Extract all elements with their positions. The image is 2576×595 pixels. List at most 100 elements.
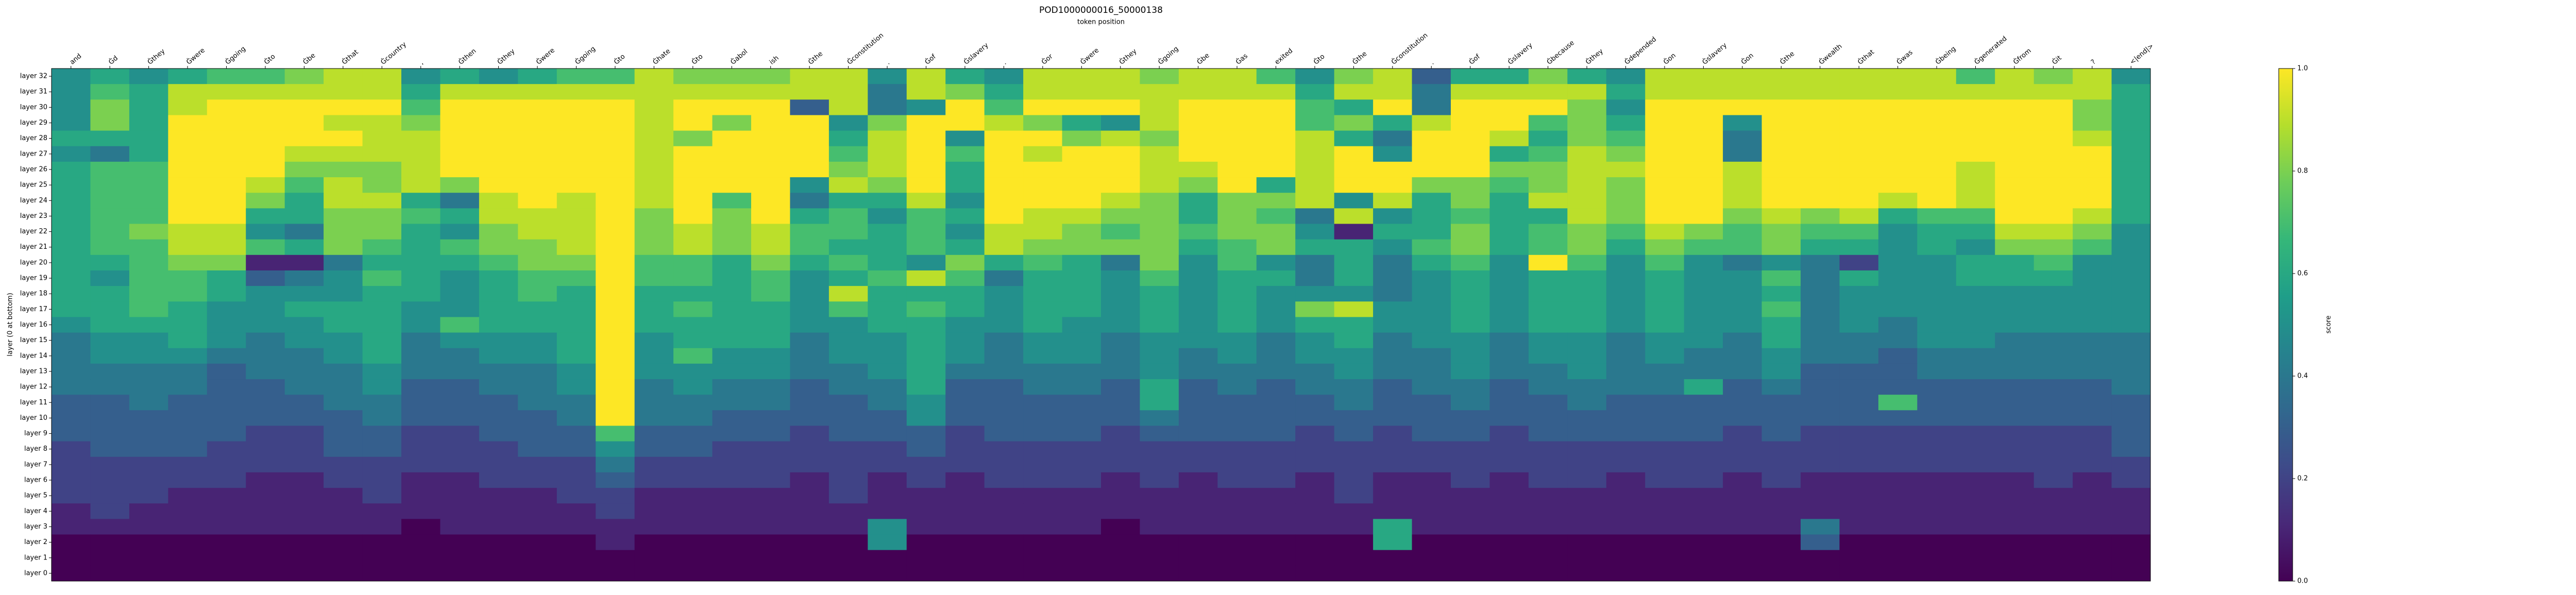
heatmap-cell	[1412, 426, 1451, 442]
heatmap-cell	[401, 441, 440, 457]
heatmap-cell	[1606, 534, 1646, 551]
heatmap-cell	[1256, 348, 1296, 364]
heatmap-cell	[634, 208, 674, 225]
heatmap-cell	[1451, 565, 1490, 582]
heatmap-cell	[945, 146, 985, 162]
heatmap-cell	[1217, 239, 1257, 256]
heatmap-cell	[518, 379, 557, 395]
heatmap-cell	[1489, 84, 1529, 100]
heatmap-cell	[1839, 441, 1879, 457]
heatmap-cell	[945, 379, 985, 395]
heatmap-cell	[906, 146, 946, 162]
heatmap-cell	[984, 115, 1024, 131]
heatmap-cell	[596, 410, 635, 426]
heatmap-cell	[1489, 208, 1529, 225]
heatmap-cell	[1295, 270, 1335, 286]
heatmap-cell	[284, 254, 324, 271]
y-tick-label: layer 22	[20, 228, 47, 235]
heatmap-cell	[1295, 224, 1335, 240]
heatmap-cell	[1101, 177, 1140, 193]
heatmap-cell	[1878, 177, 1918, 193]
heatmap-cell	[129, 550, 168, 566]
x-tick-label: Ġthe	[1778, 49, 1796, 66]
heatmap-cell	[2111, 254, 2151, 271]
x-tick-label: Ġas	[1234, 52, 1249, 66]
heatmap-cell	[634, 503, 674, 519]
heatmap-cell	[556, 161, 596, 178]
heatmap-cell	[1023, 565, 1063, 582]
heatmap-cell	[52, 270, 91, 286]
heatmap-cell	[1140, 379, 1179, 395]
heatmap-cell	[673, 161, 713, 178]
heatmap-cell	[751, 426, 790, 442]
heatmap-cell	[168, 410, 208, 426]
heatmap-cell	[284, 130, 324, 147]
heatmap-cell	[712, 472, 752, 488]
heatmap-cell	[1334, 84, 1374, 100]
heatmap-cell	[1684, 130, 1723, 147]
heatmap-cell	[1878, 550, 1918, 566]
heatmap-cell	[1140, 84, 1179, 100]
heatmap-cell	[1217, 254, 1257, 271]
heatmap-cell	[1528, 224, 1568, 240]
heatmap-cell	[1645, 550, 1685, 566]
x-tick-label: Ġto	[262, 52, 277, 66]
heatmap-cell	[518, 270, 557, 286]
y-tick-label: layer 30	[20, 104, 47, 111]
heatmap-cell	[1528, 208, 1568, 225]
heatmap-cell	[284, 395, 324, 411]
heatmap-cell	[440, 161, 480, 178]
heatmap-cell	[828, 69, 868, 84]
heatmap-cell	[634, 69, 674, 84]
heatmap-cell	[906, 177, 946, 193]
heatmap-cell	[1334, 286, 1374, 302]
heatmap-cell	[284, 519, 324, 535]
heatmap-cell	[518, 441, 557, 457]
heatmap-cell	[712, 84, 752, 100]
heatmap-cell	[440, 519, 480, 535]
heatmap-cell	[1023, 488, 1063, 504]
heatmap-cell	[751, 332, 790, 349]
heatmap-cell	[596, 426, 635, 442]
heatmap-cell	[2073, 550, 2112, 566]
heatmap-cell	[790, 130, 829, 147]
heatmap-cell	[1101, 161, 1140, 178]
heatmap-cell	[1062, 410, 1101, 426]
heatmap-cell	[1140, 69, 1179, 84]
heatmap-cell	[129, 426, 168, 442]
heatmap-cell	[1295, 301, 1335, 317]
heatmap-cell	[751, 503, 790, 519]
heatmap-cell	[984, 332, 1024, 349]
heatmap-cell	[1217, 301, 1257, 317]
heatmap-cell	[401, 193, 440, 209]
heatmap-cell	[1684, 254, 1723, 271]
heatmap-cell	[1412, 519, 1451, 535]
heatmap-cell	[479, 130, 518, 147]
heatmap-cell	[1412, 254, 1451, 271]
heatmap-cell	[634, 410, 674, 426]
heatmap-cell	[1451, 301, 1490, 317]
heatmap-cell	[2111, 99, 2151, 115]
heatmap-cell	[1606, 286, 1646, 302]
heatmap-cell	[1178, 379, 1218, 395]
heatmap-cell	[1178, 115, 1218, 131]
heatmap-cell	[556, 395, 596, 411]
heatmap-cell	[1956, 84, 1995, 100]
heatmap-cell	[1567, 224, 1607, 240]
heatmap-cell	[1101, 224, 1140, 240]
heatmap-cell	[868, 224, 907, 240]
heatmap-cell	[1645, 130, 1685, 147]
heatmap-cell	[790, 208, 829, 225]
heatmap-cell	[1684, 332, 1723, 349]
heatmap-cell	[1256, 270, 1296, 286]
heatmap-cell	[1917, 472, 1957, 488]
heatmap-cell	[1373, 99, 1413, 115]
heatmap-cell	[1606, 115, 1646, 131]
heatmap-cell	[479, 69, 518, 84]
heatmap-cell	[1334, 550, 1374, 566]
heatmap-cell	[1101, 332, 1140, 349]
heatmap-cell	[2033, 130, 2073, 147]
heatmap-cell	[673, 534, 713, 551]
heatmap-cell	[52, 161, 91, 178]
heatmap-cell	[284, 84, 324, 100]
